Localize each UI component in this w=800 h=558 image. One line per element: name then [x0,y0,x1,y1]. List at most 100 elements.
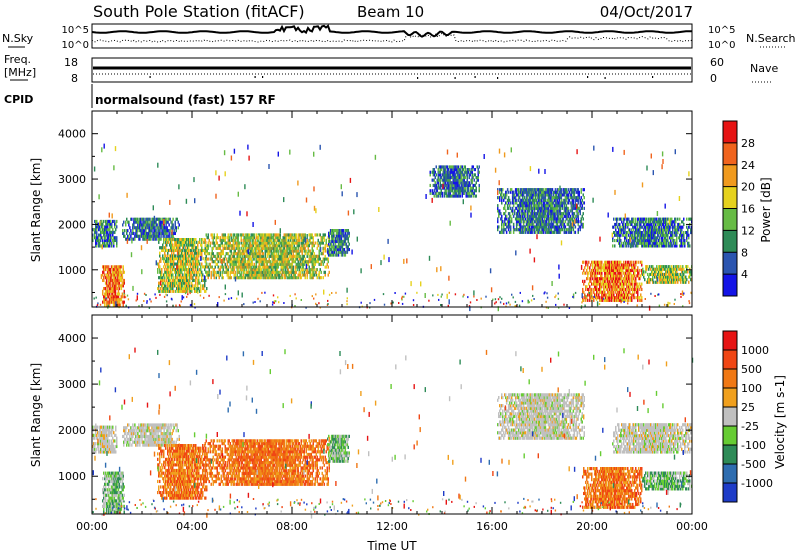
echo-cell [581,188,583,191]
echo-cell [231,236,233,239]
echo-cell [124,271,126,274]
echo-cell [222,271,224,274]
echo-cell [325,274,327,277]
echo-cell [345,240,347,243]
echo-cell [506,215,508,218]
echo-cell [161,271,163,274]
echo-cell [502,196,504,199]
echo-cell [328,258,330,261]
echo-cell [110,239,112,242]
echo-cell [164,263,166,266]
echo-cell [225,263,227,266]
echo-cell [209,239,211,242]
echo-cell [194,271,196,274]
echo-cell [430,189,432,192]
echo-cell [515,196,517,199]
echo-cell [203,287,205,290]
echo-cell [209,274,211,277]
echo-cell [539,196,541,199]
echo-cell [172,235,174,238]
echo-cell [223,266,225,269]
echo-cell [340,248,342,251]
echo-cell [125,223,127,226]
echo-cell [159,252,161,255]
echo-cell [566,204,568,207]
echo-cell [194,273,196,276]
echo-cell [604,291,606,294]
echo-cell [124,229,126,232]
echo-cell [147,221,149,224]
echo-cell [127,229,129,232]
echo-cell [191,282,193,285]
echo-cell [161,223,163,226]
echo-cell [96,234,98,237]
echo-cell [110,284,112,287]
echo-cell [166,279,168,282]
echo-cell [203,257,205,260]
echo-cell [506,193,508,196]
echo-cell [116,225,118,228]
echo-cell [345,232,347,235]
echo-cell [116,244,118,247]
echo-cell [290,239,292,242]
echo-cell [263,255,265,258]
echo-cell [178,263,180,266]
echo-cell [347,251,349,254]
echo-cell [252,263,254,266]
echo-cell [102,239,104,242]
echo-cell [129,232,131,235]
cpid-label: CPID [4,93,33,106]
echo-cell [214,236,216,239]
echo-cell [334,234,336,237]
echo-cell [561,196,563,199]
echo-cell [613,293,615,296]
echo-cell [585,288,587,291]
echo-cell [294,239,296,242]
echo-cell [442,195,444,198]
echo-cell [531,204,533,207]
echo-cell [606,293,608,296]
echo-cell [522,228,524,231]
echo-cell [110,271,112,274]
echo-cell [585,272,587,275]
echo-cell [591,288,593,291]
echo-cell [195,279,197,282]
nave-drop-mark [605,77,606,79]
echo-cell [194,254,196,257]
echo-cell [271,233,273,236]
echo-cell [94,234,96,237]
echo-cell [562,207,564,210]
echo-cell [104,303,106,306]
echo-cell [216,274,218,277]
echo-cell [103,276,105,279]
echo-cell [118,295,120,298]
echo-cell [189,279,191,282]
echo-cell [200,287,202,290]
echo-cell [235,271,237,274]
echo-cell [533,196,535,199]
echo-cell [514,212,516,215]
freq-tick-top: 18 [64,56,78,69]
echo-cell [560,231,562,234]
echo-cell [500,212,502,215]
echo-cell [304,271,306,274]
echo-cell [583,299,585,302]
echo-cell [164,252,166,255]
echo-cell [303,266,305,269]
echo-cell [574,193,576,196]
echo-cell [561,188,563,191]
echo-cell [502,220,504,223]
echo-cell [196,241,198,244]
echo-cell [590,280,592,283]
echo-cell [562,228,564,231]
echo-cell [100,228,102,231]
echo-cell [108,295,110,298]
echo-cell [166,244,168,247]
echo-cell [122,276,124,279]
echo-cell [617,283,619,286]
echo-cell [573,199,575,202]
nave-drops [150,76,654,79]
echo-cell [198,260,200,263]
echo-cell [318,239,320,242]
echo-cell [118,290,120,293]
